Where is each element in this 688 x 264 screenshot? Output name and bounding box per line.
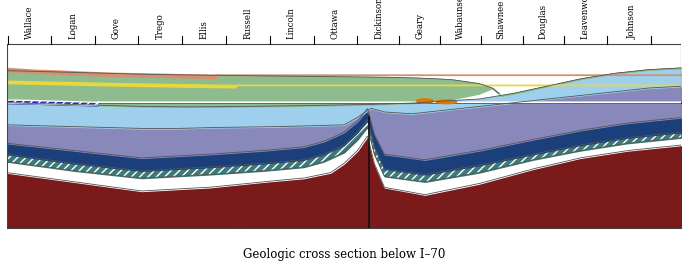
Text: Logan: Logan [68, 13, 78, 39]
Text: Douglas: Douglas [539, 4, 548, 39]
Text: Wallace: Wallace [25, 6, 34, 39]
Ellipse shape [416, 99, 433, 103]
Text: Leavenworth: Leavenworth [581, 0, 590, 39]
Text: Wabaunsee: Wabaunsee [455, 0, 464, 39]
Text: Russell: Russell [243, 8, 252, 39]
Text: Trego: Trego [156, 14, 165, 39]
Text: Gove: Gove [111, 17, 120, 39]
Text: Dickinson: Dickinson [374, 0, 384, 39]
Text: Lincoln: Lincoln [287, 8, 296, 39]
Text: Shawnee: Shawnee [497, 0, 506, 39]
Ellipse shape [436, 100, 457, 104]
Text: Geary: Geary [416, 13, 424, 39]
Text: Ottawa: Ottawa [331, 8, 340, 39]
Text: Geologic cross section below I–70: Geologic cross section below I–70 [243, 248, 445, 261]
Text: Johnson: Johnson [628, 5, 637, 39]
Text: Ellis: Ellis [200, 21, 208, 39]
